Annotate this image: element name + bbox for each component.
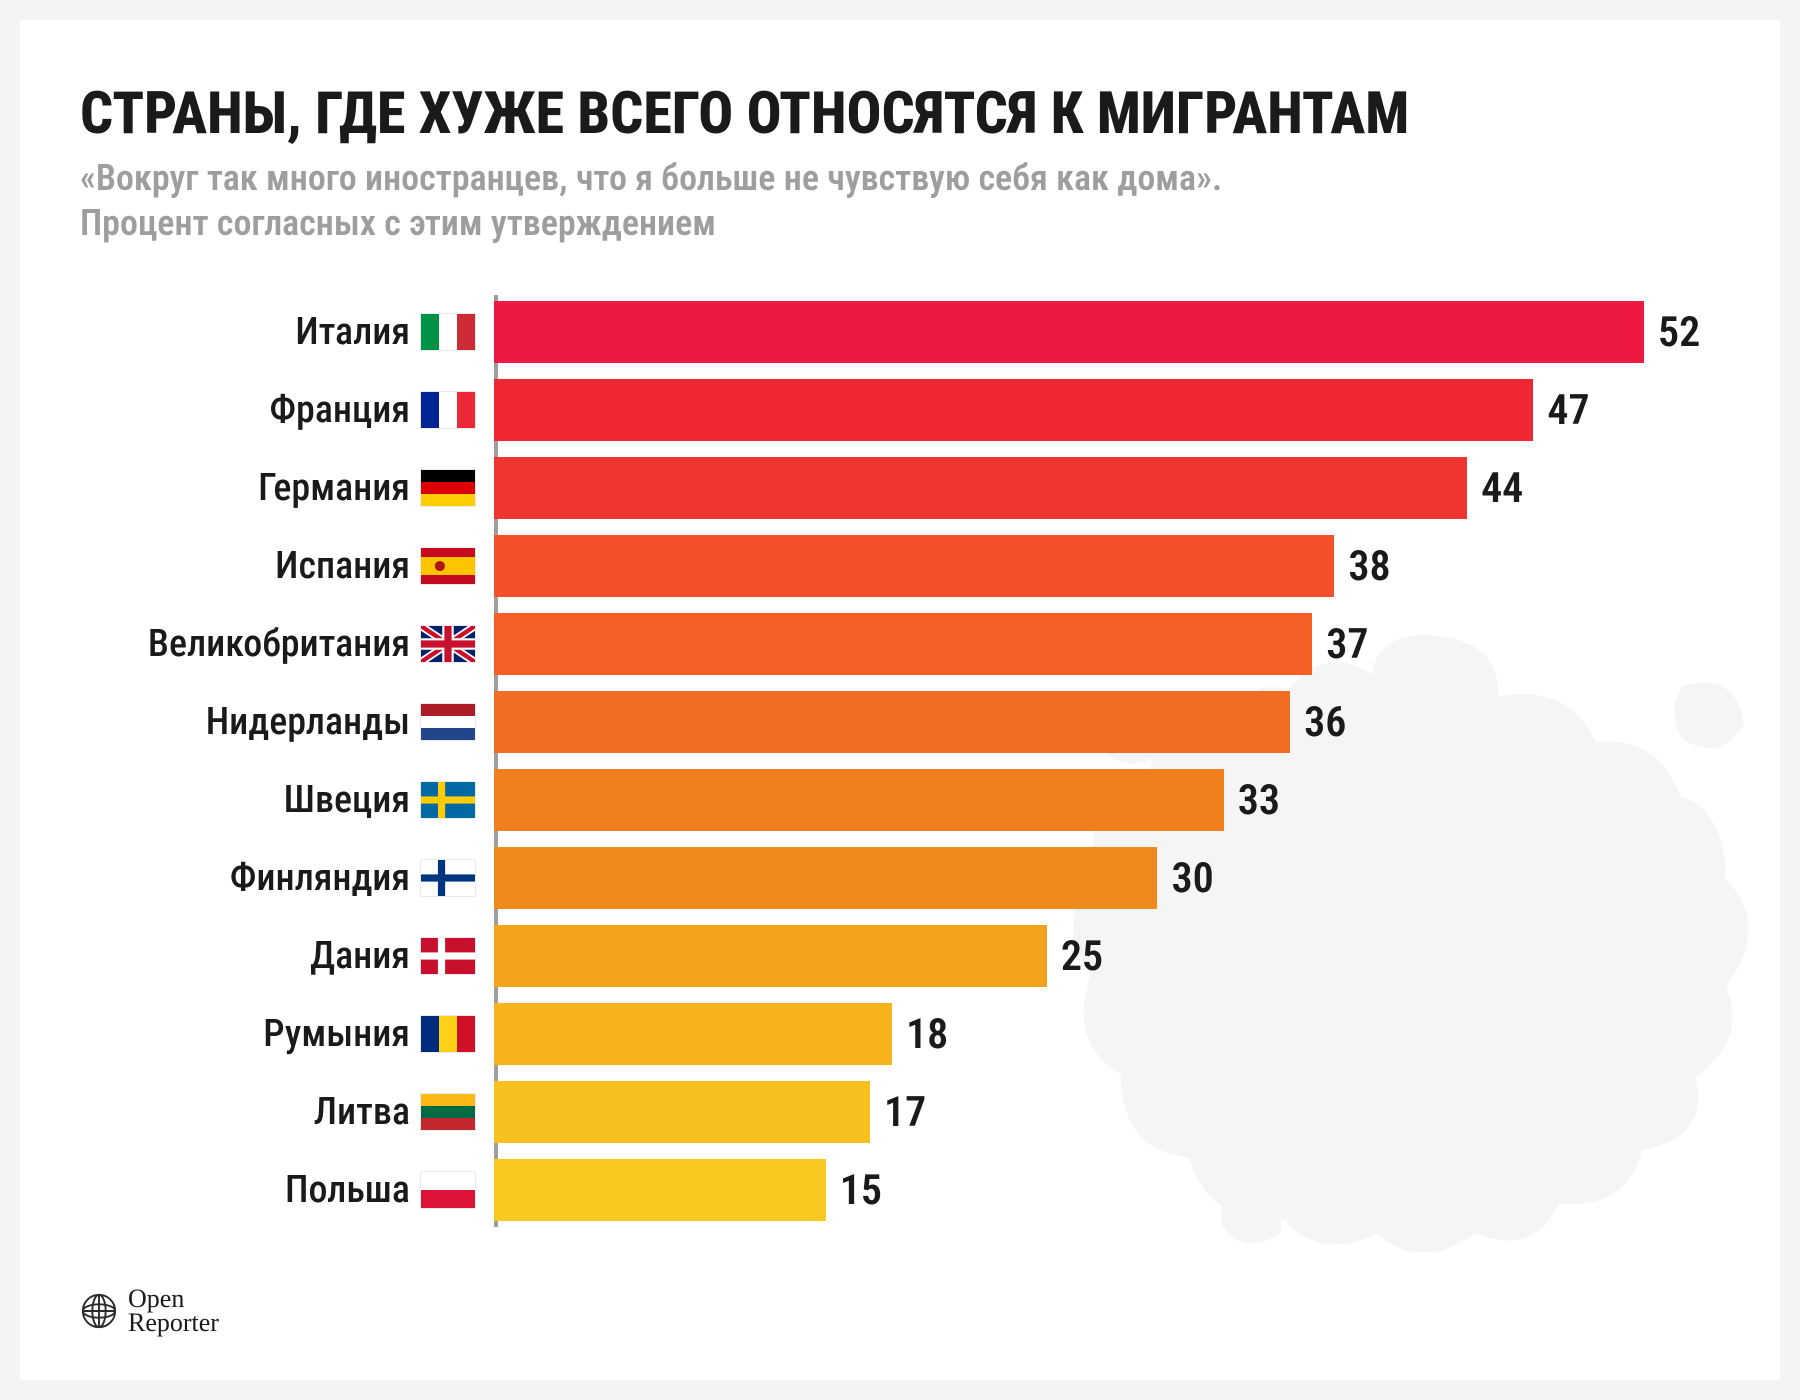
flag-icon [420,703,476,741]
bar-row: Швеция 33 [80,769,1720,831]
bar-value: 44 [1481,464,1523,513]
bar-value: 33 [1238,776,1280,825]
bar [494,769,1224,831]
bar-row: Польша 15 [80,1159,1720,1221]
chart-subtitle: «Вокруг так много иностранцев, что я бол… [80,156,1720,246]
bar-row: Франция 47 [80,379,1720,441]
country-label: Швеция [80,778,420,822]
flag-icon [420,1171,476,1209]
country-label: Литва [80,1090,420,1134]
bar-row: Германия 44 [80,457,1720,519]
country-label: Великобритания [80,622,420,666]
flag-icon [420,1093,476,1131]
bar-row: Испания 38 [80,535,1720,597]
bar-row: Румыния 18 [80,1003,1720,1065]
bar-value: 36 [1304,698,1346,747]
source-line-2: Reporter [128,1311,219,1336]
flag-icon [420,391,476,429]
globe-icon [80,1292,118,1330]
bar-value: 38 [1348,542,1390,591]
bar-value: 37 [1326,620,1368,669]
subtitle-line-1: «Вокруг так много иностранцев, что я бол… [80,156,1720,201]
bar [494,1159,826,1221]
bar-value: 52 [1658,308,1700,357]
flag-icon [420,781,476,819]
country-label: Дания [80,934,420,978]
bar-area: 15 [494,1159,1720,1221]
bar [494,1003,892,1065]
bar-area: 52 [494,301,1720,363]
country-label: Финляндия [80,856,420,900]
flag-icon [420,469,476,507]
flag-icon [420,859,476,897]
bar [494,379,1533,441]
bar-value: 30 [1171,854,1213,903]
country-label: Италия [80,310,420,354]
bar [494,1081,870,1143]
bar-row: Литва 17 [80,1081,1720,1143]
flag-icon [420,1015,476,1053]
country-label: Франция [80,388,420,432]
country-label: Нидерланды [80,700,420,744]
country-label: Испания [80,544,420,588]
flag-icon [420,547,476,585]
bar-value: 15 [840,1166,882,1215]
bar-area: 17 [494,1081,1720,1143]
bar-row: Великобритания 37 [80,613,1720,675]
bar-area: 33 [494,769,1720,831]
bar-row: Дания 25 [80,925,1720,987]
bar-area: 30 [494,847,1720,909]
bar-chart: Италия 52 Франция 47 Германия 44 Испания 38 Вели… [80,301,1720,1221]
bar-area: 47 [494,379,1720,441]
bar [494,847,1157,909]
country-label: Германия [80,466,420,510]
infographic-card: СТРАНЫ, ГДЕ ХУЖЕ ВСЕГО ОТНОСЯТСЯ К МИГРА… [20,20,1780,1380]
bar-area: 44 [494,457,1720,519]
bar-value: 18 [906,1010,948,1059]
bar-area: 38 [494,535,1720,597]
bar-area: 18 [494,1003,1720,1065]
country-label: Румыния [80,1012,420,1056]
bar-area: 25 [494,925,1720,987]
bar [494,691,1290,753]
flag-icon [420,625,476,663]
bar-value: 47 [1547,386,1589,435]
bar-area: 36 [494,691,1720,753]
bar [494,301,1644,363]
bar [494,457,1467,519]
chart-title: СТРАНЫ, ГДЕ ХУЖЕ ВСЕГО ОТНОСЯТСЯ К МИГРА… [80,80,1720,148]
bar-value: 25 [1061,932,1103,981]
subtitle-line-2: Процент согласных с этим утверждением [80,201,1720,246]
bar-area: 37 [494,613,1720,675]
bar [494,613,1312,675]
bar-row: Италия 52 [80,301,1720,363]
bar-row: Финляндия 30 [80,847,1720,909]
flag-icon [420,937,476,975]
bar-row: Нидерланды 36 [80,691,1720,753]
flag-icon [420,313,476,351]
source-logo: Open Reporter [80,1287,219,1336]
bar [494,925,1047,987]
bar-value: 17 [884,1088,926,1137]
country-label: Польша [80,1168,420,1212]
bar [494,535,1334,597]
source-name: Open Reporter [128,1287,219,1336]
